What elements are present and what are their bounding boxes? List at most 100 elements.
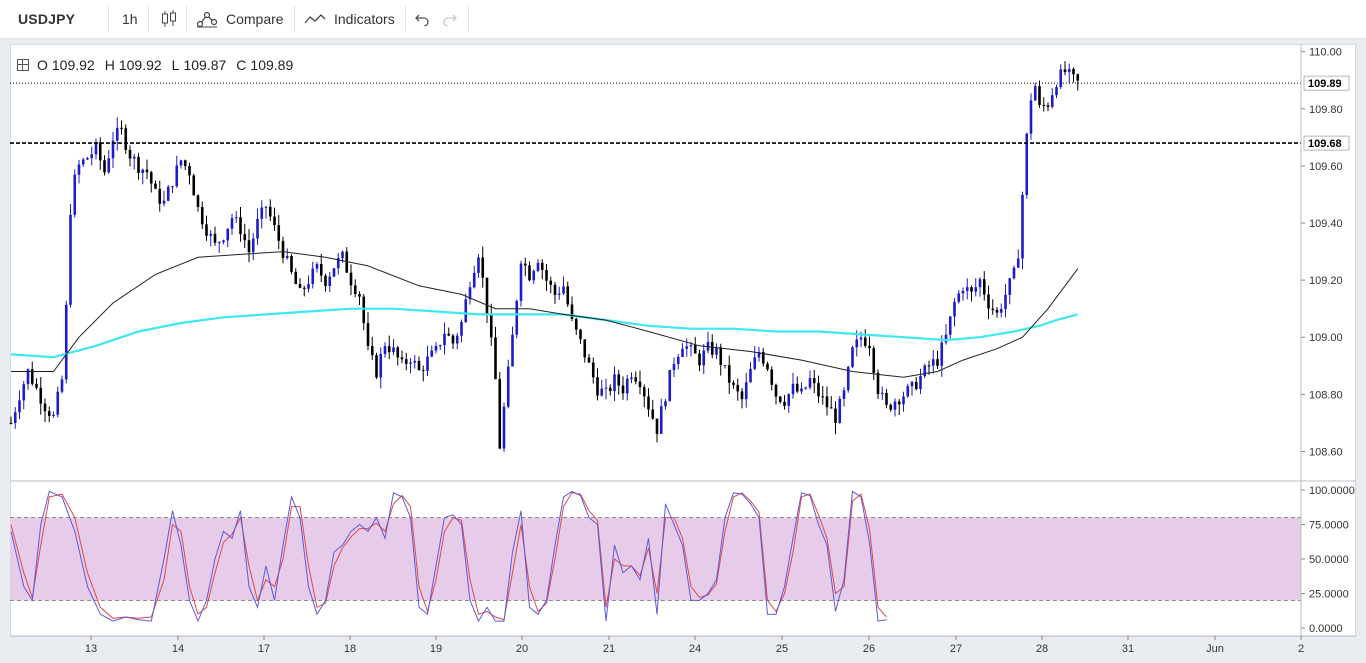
stochastic-d-line [10, 492, 887, 621]
candle [897, 398, 901, 416]
candle [90, 146, 94, 166]
candle-body [455, 335, 459, 344]
candle-body [141, 169, 145, 173]
candle [426, 345, 429, 377]
candle [9, 416, 13, 425]
candle [727, 355, 731, 394]
candle-body [634, 377, 638, 382]
candle [166, 184, 170, 202]
candle [43, 398, 47, 423]
time-tick-label: 26 [863, 643, 875, 655]
candle-body [753, 357, 757, 369]
candle-body [234, 217, 238, 219]
candle-body [319, 263, 323, 276]
candle [617, 369, 621, 395]
candle [1029, 93, 1033, 140]
candle-body [111, 140, 115, 159]
candle-body [906, 386, 910, 397]
candle-body [73, 174, 77, 215]
legend-expand-icon[interactable] [17, 59, 29, 71]
candle-body [341, 251, 344, 259]
candle [566, 281, 570, 308]
indicators-button[interactable]: Indicators [304, 0, 395, 38]
candle-body [145, 169, 149, 173]
candle-body [209, 233, 213, 236]
candle-body [562, 286, 565, 294]
candle-body [655, 418, 659, 434]
candle-body [468, 287, 472, 300]
candle [1021, 191, 1024, 270]
redo-button[interactable] [443, 0, 457, 38]
candle-body [736, 384, 740, 392]
candle-body [298, 284, 302, 288]
candle-body [936, 359, 939, 366]
candle [557, 286, 561, 300]
candle-body [808, 378, 812, 388]
stochastic-tick-label: 25.0000 [1309, 589, 1349, 601]
candle-body [689, 345, 693, 347]
candle [519, 260, 523, 307]
candle [60, 375, 64, 394]
candle [98, 137, 102, 170]
candle [379, 347, 383, 389]
candle-body [18, 400, 21, 413]
candle-body [1025, 133, 1029, 195]
candle [421, 365, 425, 382]
candle-body [902, 396, 905, 405]
candle [936, 350, 939, 369]
candle-body [770, 369, 774, 385]
candle-body [307, 283, 310, 289]
candle [1076, 73, 1080, 91]
chart-type-button[interactable] [158, 0, 180, 38]
candle [22, 380, 26, 410]
candle [630, 372, 633, 384]
candle [1072, 67, 1075, 83]
candle [290, 254, 293, 275]
candle [188, 162, 191, 185]
undo-button[interactable] [415, 0, 429, 38]
candle-body [417, 360, 421, 370]
candle-body [247, 240, 251, 253]
candle [825, 386, 829, 416]
candle [978, 277, 982, 297]
interval-button[interactable]: 1h [122, 11, 138, 27]
candle [808, 370, 812, 390]
candle [889, 403, 893, 412]
candle [154, 180, 157, 190]
candle-body [196, 195, 200, 207]
candle-body [715, 347, 718, 355]
candle [659, 398, 663, 434]
candle [736, 378, 740, 401]
candle [923, 363, 927, 379]
candle [732, 380, 735, 389]
candle-body [277, 225, 281, 241]
candle [260, 200, 264, 229]
time-tick-label: Jun [1206, 643, 1224, 655]
candle [506, 359, 510, 409]
candle-body [302, 287, 306, 289]
candle-body [995, 310, 999, 313]
candle [56, 386, 60, 418]
candle-body [859, 337, 863, 340]
candle [821, 386, 825, 405]
candle-body [205, 224, 208, 236]
candle-body [723, 365, 727, 367]
candle [549, 276, 553, 294]
price-line-label: 109.89 [1308, 78, 1342, 90]
candle [710, 334, 714, 359]
candle [774, 383, 778, 405]
candle [817, 375, 820, 403]
candle [209, 230, 213, 247]
candle-body [494, 337, 497, 380]
candle [562, 276, 565, 295]
candle-body [86, 158, 89, 160]
candle-body [409, 362, 412, 364]
candle [634, 371, 638, 385]
candle-body [413, 360, 417, 363]
candle [315, 261, 319, 273]
compare-button[interactable]: Compare [196, 0, 284, 38]
candle-body [970, 287, 973, 292]
candle-body [336, 258, 340, 269]
symbol-selector[interactable]: USDJPY [18, 11, 76, 27]
